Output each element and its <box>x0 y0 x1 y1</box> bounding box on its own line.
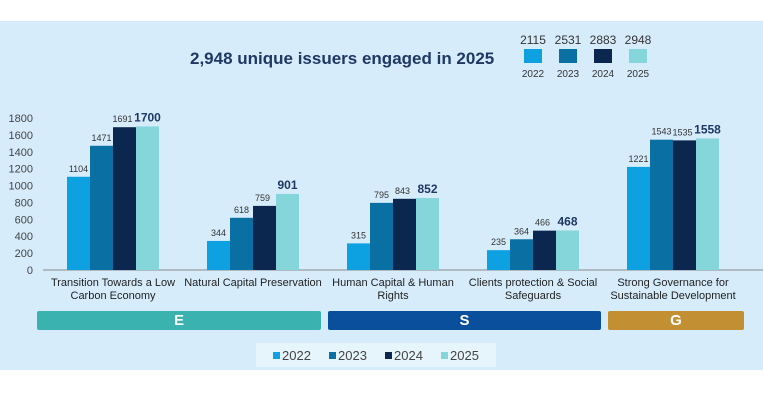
data-label: 315 <box>351 230 366 240</box>
legend-swatch <box>524 49 542 63</box>
y-tick-label: 0 <box>27 265 33 277</box>
data-label: 618 <box>234 205 249 215</box>
data-label: 901 <box>277 178 297 192</box>
bar-2024 <box>393 198 416 270</box>
data-label: 759 <box>255 193 270 203</box>
data-label: 364 <box>514 226 529 236</box>
chart-title: 2,948 unique issuers engaged in 2025 <box>190 49 495 68</box>
pillar-s: S <box>328 311 601 330</box>
y-tick-label: 1200 <box>9 164 33 176</box>
category-label: Natural Capital Preservation <box>184 277 322 289</box>
total-value: 2948 <box>624 33 652 47</box>
pillar-g: G <box>608 311 744 330</box>
pillar-e: E <box>37 311 321 330</box>
legend-swatch <box>329 351 337 359</box>
bar-2023 <box>650 139 673 270</box>
legend: 2022 2023 2024 2025 <box>256 343 496 367</box>
data-label: 235 <box>491 237 506 247</box>
bar-2025 <box>276 193 299 270</box>
bar-2025 <box>136 126 159 270</box>
total-year: 2023 <box>556 69 580 80</box>
total-value: 2883 <box>589 33 617 47</box>
bar-2022 <box>207 240 230 270</box>
legend-item-2024: 2024 <box>385 348 423 363</box>
bar-2025 <box>416 198 439 270</box>
bar-2022 <box>487 250 510 270</box>
data-label: 843 <box>395 186 410 196</box>
legend-swatch <box>594 49 612 63</box>
y-tick-label: 200 <box>15 248 33 260</box>
legend-label: 2024 <box>394 347 423 363</box>
data-label: 852 <box>417 182 437 196</box>
data-label: 1535 <box>672 127 692 137</box>
legend-item-2025: 2025 <box>441 348 479 363</box>
data-label: 466 <box>535 218 550 228</box>
category-label: Strong Governance for Sustainable Develo… <box>610 277 736 302</box>
bar-2023 <box>510 239 533 270</box>
bar-2025 <box>556 230 579 270</box>
total-year: 2025 <box>626 69 650 80</box>
bar-2024 <box>673 140 696 270</box>
legend-swatch <box>559 49 577 63</box>
data-label: 795 <box>374 190 389 200</box>
bar-2022 <box>627 166 650 270</box>
data-label: 1558 <box>694 122 721 136</box>
bar-2023 <box>370 202 393 270</box>
data-label: 1104 <box>69 164 88 174</box>
y-tick-label: 1800 <box>9 113 33 125</box>
bar-2023 <box>90 145 113 270</box>
data-label: 1471 <box>91 133 111 143</box>
y-tick-label: 400 <box>15 231 33 243</box>
total-year: 2022 <box>521 69 545 80</box>
data-label: 468 <box>557 214 577 228</box>
y-tick-label: 800 <box>15 197 33 209</box>
legend-item-2022: 2022 <box>273 348 311 363</box>
total-value: 2531 <box>554 33 582 47</box>
legend-item-2023: 2023 <box>329 348 367 363</box>
bar-2024 <box>253 205 276 270</box>
legend-swatch <box>629 49 647 63</box>
legend-swatch <box>385 351 393 359</box>
data-label: 1700 <box>134 110 161 124</box>
data-label: 1221 <box>628 154 648 164</box>
bar-2022 <box>67 176 90 270</box>
bar-2025 <box>696 138 719 270</box>
legend-swatch <box>273 351 281 359</box>
legend-swatch <box>441 351 449 359</box>
legend-label: 2025 <box>450 347 479 363</box>
category-label: Transition Towards a Low Carbon Economy <box>50 277 176 302</box>
y-tick-label: 600 <box>15 214 33 226</box>
bar-2024 <box>113 127 136 271</box>
y-tick-label: 1400 <box>9 147 33 159</box>
y-tick-label: 1000 <box>9 181 33 193</box>
y-tick-label: 1600 <box>9 130 33 142</box>
legend-label: 2022 <box>282 347 311 363</box>
bar-2024 <box>533 230 556 270</box>
bar-2022 <box>347 243 370 270</box>
data-label: 1691 <box>112 114 132 124</box>
data-label: 1543 <box>651 127 671 137</box>
total-year: 2024 <box>591 69 615 80</box>
total-value: 2115 <box>520 33 546 47</box>
data-label: 344 <box>211 228 226 238</box>
bar-2023 <box>230 217 253 270</box>
category-label: Human Capital & Human Rights <box>332 277 454 302</box>
category-label: Clients protection & Social Safeguards <box>468 277 598 302</box>
legend-label: 2023 <box>338 347 367 363</box>
